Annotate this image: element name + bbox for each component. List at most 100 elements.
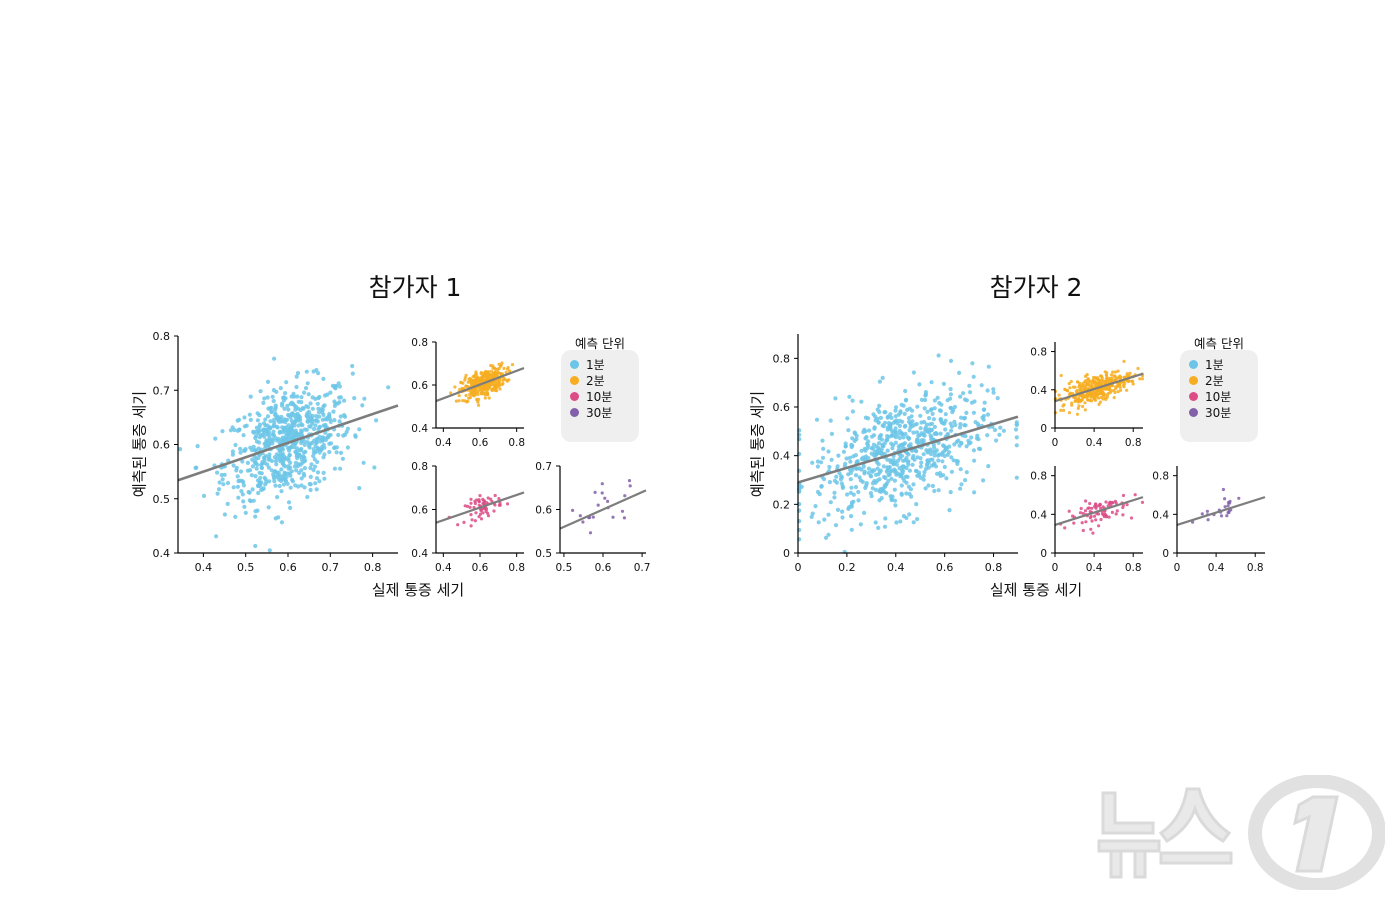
scatter-point <box>259 471 264 476</box>
x-tick-label: 0.6 <box>595 562 612 574</box>
x-tick-label: 0.7 <box>634 562 651 574</box>
regression-line <box>1054 372 1144 403</box>
scatter-point <box>1062 408 1066 412</box>
scatter-point <box>282 427 287 432</box>
scatter-point <box>1097 402 1101 406</box>
scatter-point <box>998 425 1003 430</box>
scatter-point <box>891 443 896 448</box>
scatter-point <box>997 432 1002 437</box>
scatter-point <box>267 433 272 438</box>
scatter-point <box>1097 396 1101 400</box>
scatter-point <box>332 466 337 471</box>
scatter-point <box>338 466 343 471</box>
scatter-point <box>1075 397 1080 401</box>
scatter-point <box>914 502 919 507</box>
x-tick-label: 0.8 <box>508 437 525 449</box>
scatter-point <box>837 471 842 476</box>
scatter-point <box>1104 500 1108 504</box>
scatter-point <box>904 465 909 471</box>
scatter-point <box>935 395 940 400</box>
scatter-point <box>1223 505 1227 509</box>
scatter-subplot-1: 0.4 0.5 0.6 0.7 0.8 0.4 0.5 0.6 0.7 0.8 <box>153 330 399 574</box>
scatter-point <box>841 449 847 454</box>
scatter-point <box>246 489 251 495</box>
scatter-point <box>600 482 604 486</box>
scatter-point <box>361 460 366 465</box>
scatter-subplot-4: 0.5 0.6 0.7 0.5 0.6 0.7 <box>535 461 650 574</box>
scatter-point <box>238 450 243 455</box>
scatter-point <box>498 380 502 384</box>
scatter-point <box>256 490 261 496</box>
scatter-point <box>477 515 481 519</box>
scatter-point <box>1014 475 1019 480</box>
scatter-point <box>281 395 286 400</box>
scatter-point <box>254 439 259 444</box>
scatter-point <box>853 473 859 478</box>
scatter-point <box>320 438 325 443</box>
scatter-point <box>305 411 310 416</box>
scatter-point <box>864 434 869 440</box>
scatter-point <box>897 446 902 451</box>
y-tick-label: 0 <box>1162 548 1169 560</box>
scatter-point <box>263 417 268 422</box>
scatter-point <box>281 482 286 487</box>
scatter-point <box>1104 397 1108 401</box>
scatter-point <box>253 461 258 466</box>
scatter-point <box>1083 401 1087 405</box>
scatter-point <box>271 476 277 481</box>
scatter-point <box>976 437 981 442</box>
scatter-point <box>328 390 333 395</box>
scatter-point <box>313 423 318 428</box>
scatter-point <box>979 383 984 388</box>
scatter-point <box>893 468 898 473</box>
scatter-point <box>220 429 225 434</box>
scatter-point <box>1065 388 1069 393</box>
scatter-point <box>853 485 859 490</box>
scatter-point <box>311 447 316 452</box>
x-tick-label: 0.6 <box>472 562 489 574</box>
scatter-point <box>289 425 294 430</box>
scatter-point <box>328 419 333 424</box>
scatter-point <box>1114 385 1118 389</box>
scatter-point <box>345 426 350 431</box>
scatter-point <box>916 433 921 438</box>
scatter-point <box>953 422 958 428</box>
scatter-point <box>940 450 945 455</box>
scatter-point <box>915 517 920 522</box>
scatter-point <box>943 412 948 417</box>
scatter-point <box>887 434 892 439</box>
scatter-point <box>944 476 949 481</box>
scatter-point <box>964 444 969 449</box>
scatter-point <box>938 417 943 422</box>
scatter-point <box>606 499 610 503</box>
scatter-point <box>826 532 831 537</box>
scatter-point <box>225 480 231 486</box>
scatter-point <box>1112 396 1116 400</box>
scatter-point <box>921 473 926 478</box>
scatter-point <box>337 395 342 400</box>
legend-label: 30분 <box>1205 406 1232 420</box>
scatter-point <box>292 420 297 425</box>
scatter-point <box>1059 408 1063 412</box>
scatter-point <box>981 478 986 483</box>
scatter-point <box>947 508 952 513</box>
scatter-point <box>483 396 487 400</box>
scatter-point <box>850 443 855 448</box>
scatter-point <box>903 431 908 437</box>
scatter-point <box>879 437 885 442</box>
scatter-point <box>928 407 933 413</box>
scatter-point <box>889 476 894 481</box>
scatter-point <box>277 457 282 462</box>
scatter-point <box>264 480 269 485</box>
scatter-point <box>476 392 480 397</box>
scatter-point <box>1140 377 1145 381</box>
legend-item-10min: 10분 <box>1189 388 1231 405</box>
scatter-point <box>850 398 855 403</box>
scatter-point <box>1067 509 1071 513</box>
scatter-point <box>853 431 858 436</box>
scatter-point <box>917 382 922 387</box>
scatter-point <box>468 505 472 509</box>
scatter-point <box>286 500 292 505</box>
scatter-point <box>295 449 300 454</box>
scatter-point <box>620 509 625 513</box>
